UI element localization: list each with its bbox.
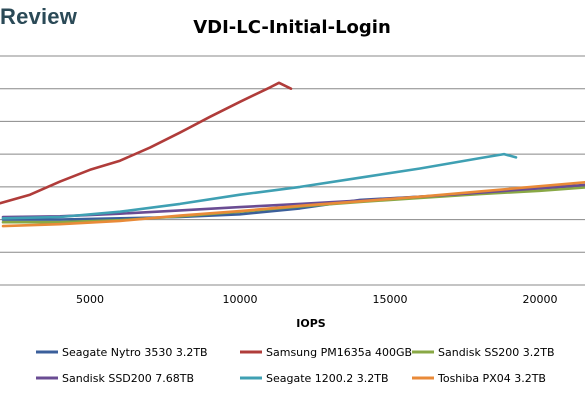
legend-label: Sandisk SS200 3.2TB	[438, 346, 555, 359]
series-line-5	[1, 181, 585, 228]
legend-label: Samsung PM1635a 400GB	[266, 346, 412, 359]
legend: Seagate Nytro 3530 3.2TB Samsung PM1635a …	[36, 346, 555, 385]
x-tick-label: 10000	[223, 293, 258, 306]
x-tick-label: 20000	[523, 293, 558, 306]
x-tick-label: 5000	[76, 293, 104, 306]
legend-label: Seagate Nytro 3530 3.2TB	[62, 346, 208, 359]
x-tick-label: 15000	[373, 293, 408, 306]
legend-label: Seagate 1200.2 3.2TB	[266, 372, 389, 385]
series-line-1	[0, 81, 293, 205]
legend-label: Toshiba PX04 3.2TB	[437, 372, 546, 385]
x-axis: 5000 10000 15000 20000	[0, 284, 585, 306]
review-logo-text: Review	[0, 4, 78, 29]
x-axis-title: IOPS	[296, 317, 326, 330]
series-line-4	[1, 152, 518, 220]
legend-label: Sandisk SSD200 7.68TB	[62, 372, 194, 385]
series-lines	[0, 81, 585, 228]
chart-title: VDI-LC-Initial-Login	[193, 17, 391, 38]
